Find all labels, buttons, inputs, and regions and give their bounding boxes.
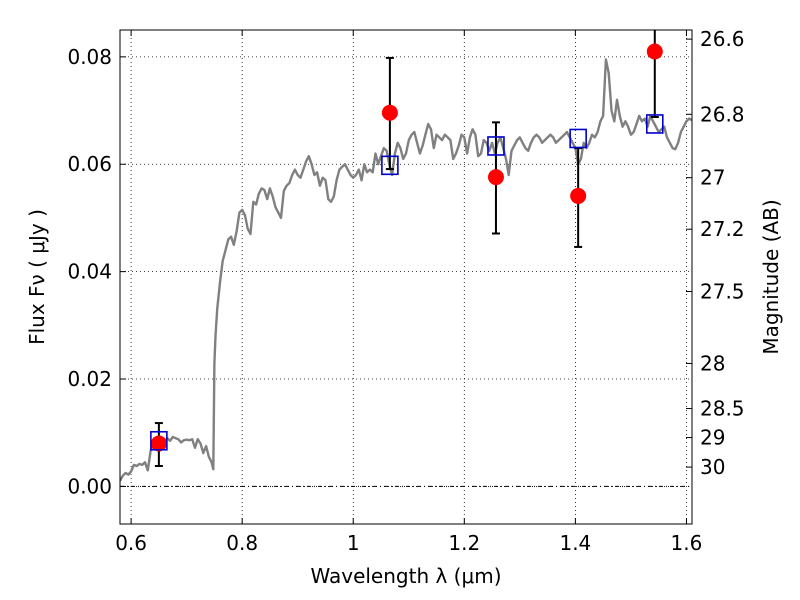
x-tick-label: 1.2 bbox=[448, 531, 480, 555]
y-axis-ticks: 0.00 0.02 0.04 0.06 0.08 bbox=[67, 45, 126, 498]
x-tick-label: 0.8 bbox=[226, 531, 258, 555]
right-axis-ticks: 26.6 26.8 27 27.2 27.5 28 28.5 29 30 bbox=[686, 27, 745, 479]
observed-point bbox=[150, 435, 167, 452]
right-tick-label: 28 bbox=[700, 351, 725, 375]
right-tick-label: 27 bbox=[700, 166, 725, 190]
y-tick-label: 0.06 bbox=[67, 152, 112, 176]
synthetic-point bbox=[645, 114, 664, 134]
error-bars bbox=[154, 30, 659, 468]
right-tick-label: 27.2 bbox=[700, 217, 745, 241]
y-tick-label: 0.04 bbox=[67, 260, 112, 284]
x-tick-label: 0.6 bbox=[115, 531, 147, 555]
synthetic-point bbox=[381, 155, 399, 176]
synthetic-point bbox=[569, 128, 587, 149]
observed-point bbox=[570, 187, 587, 204]
right-tick-label: 26.8 bbox=[700, 102, 745, 126]
right-tick-label: 30 bbox=[700, 455, 725, 479]
right-axis-title: Magnitude (AB) bbox=[759, 199, 783, 354]
y-tick-label: 0.08 bbox=[67, 45, 112, 69]
y-axis-title: Flux Fν ( μJy ) bbox=[25, 209, 49, 345]
y-tick-label: 0.02 bbox=[67, 367, 112, 391]
x-tick-label: 1 bbox=[347, 531, 360, 555]
observed-points bbox=[150, 43, 663, 452]
x-axis-ticks: 0.6 0.8 1 1.2 1.4 1.6 bbox=[115, 30, 702, 555]
y-tick-label: 0.00 bbox=[67, 474, 112, 498]
model-spectrum-line bbox=[120, 58, 692, 482]
synthetic-photometry-points bbox=[150, 114, 664, 451]
synthetic-point bbox=[150, 430, 168, 451]
right-tick-label: 27.5 bbox=[700, 279, 745, 303]
plot-frame bbox=[119, 29, 693, 525]
right-tick-label: 29 bbox=[700, 426, 725, 450]
observed-point bbox=[646, 43, 663, 60]
x-tick-label: 1.6 bbox=[671, 531, 703, 555]
right-tick-label: 26.6 bbox=[700, 27, 745, 51]
observed-point bbox=[487, 169, 504, 186]
x-tick-label: 1.4 bbox=[559, 531, 591, 555]
synthetic-point bbox=[487, 136, 505, 156]
right-tick-label: 28.5 bbox=[700, 397, 745, 421]
x-axis-title: Wavelength λ (μm) bbox=[310, 564, 501, 588]
observed-point bbox=[381, 104, 398, 121]
